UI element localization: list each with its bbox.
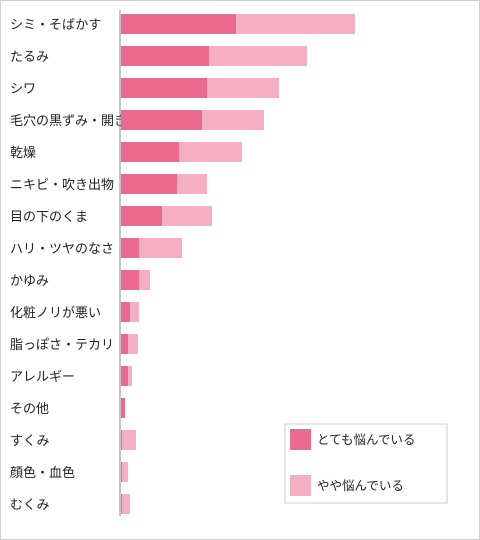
bar-somewhat-worried bbox=[209, 46, 307, 66]
bar-somewhat-worried bbox=[139, 238, 182, 258]
legend-box bbox=[284, 423, 448, 504]
bar-very-worried bbox=[121, 334, 128, 354]
legend-swatch-very-worried bbox=[290, 429, 311, 450]
category-label: すくみ bbox=[10, 434, 50, 449]
bar-somewhat-worried bbox=[177, 174, 207, 194]
category-label: 脂っぽさ・テカリ bbox=[10, 338, 114, 353]
bar-somewhat-worried bbox=[130, 302, 139, 322]
bar-very-worried bbox=[121, 270, 139, 290]
bar-somewhat-worried bbox=[162, 206, 212, 226]
bar-very-worried bbox=[121, 174, 177, 194]
bar-very-worried bbox=[121, 302, 130, 322]
category-label: 化粧ノリが悪い bbox=[10, 306, 101, 321]
legend-swatch-somewhat-worried bbox=[290, 475, 311, 496]
bar-very-worried bbox=[121, 462, 122, 482]
bar-very-worried bbox=[121, 430, 122, 450]
bar-very-worried bbox=[121, 110, 202, 130]
legend: とても悩んでいる やや悩んでいる bbox=[284, 423, 448, 504]
category-label: 乾燥 bbox=[10, 146, 36, 161]
bar-somewhat-worried bbox=[236, 14, 355, 34]
category-label: 毛穴の黒ずみ・開き bbox=[10, 114, 127, 129]
category-label: かゆみ bbox=[10, 274, 49, 289]
bar-somewhat-worried bbox=[128, 366, 132, 386]
category-label: その他 bbox=[10, 402, 49, 417]
bar-very-worried bbox=[121, 78, 207, 98]
bar-somewhat-worried bbox=[122, 494, 130, 514]
legend-label-very-worried: とても悩んでいる bbox=[317, 432, 415, 447]
category-label: アレルギー bbox=[10, 370, 75, 385]
legend-label-somewhat-worried: やや悩んでいる bbox=[317, 478, 404, 493]
bar-somewhat-worried bbox=[179, 142, 242, 162]
bar-very-worried bbox=[121, 14, 236, 34]
bar-very-worried bbox=[121, 494, 122, 514]
category-label: ハリ・ツヤのなさ bbox=[10, 242, 114, 257]
bar-somewhat-worried bbox=[202, 110, 264, 130]
category-label: たるみ bbox=[10, 50, 49, 65]
bar-somewhat-worried bbox=[128, 334, 138, 354]
bar-somewhat-worried bbox=[122, 462, 128, 482]
bar-very-worried bbox=[121, 398, 125, 418]
category-label: 目の下のくま bbox=[10, 210, 88, 225]
bar-very-worried bbox=[121, 366, 128, 386]
bar-very-worried bbox=[121, 206, 162, 226]
category-label: シミ・そばかす bbox=[10, 18, 101, 33]
bar-somewhat-worried bbox=[139, 270, 150, 290]
category-label: むくみ bbox=[10, 498, 50, 513]
category-label: シワ bbox=[10, 82, 36, 97]
bar-very-worried bbox=[121, 238, 139, 258]
bar-very-worried bbox=[121, 46, 209, 66]
bar-very-worried bbox=[121, 142, 179, 162]
bar-somewhat-worried bbox=[122, 430, 136, 450]
bar-somewhat-worried bbox=[207, 78, 279, 98]
category-label: 顔色・血色 bbox=[10, 465, 75, 481]
category-label: ニキビ・吹き出物 bbox=[10, 178, 114, 193]
